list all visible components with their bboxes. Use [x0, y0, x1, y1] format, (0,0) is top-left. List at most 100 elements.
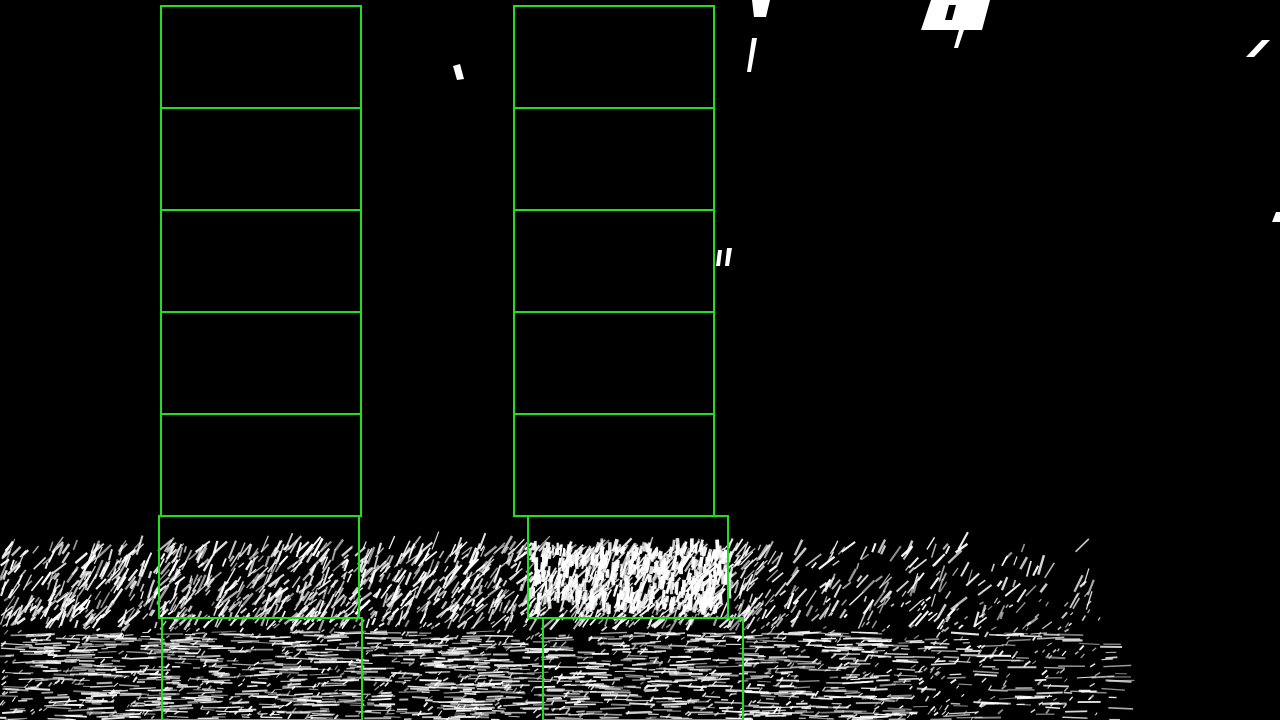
thresholded-pixel-streak	[540, 547, 547, 558]
thresholded-pixel-streak	[171, 559, 179, 571]
thresholded-pixel-streak	[584, 576, 589, 583]
thresholded-pixel-streak	[73, 650, 91, 654]
thresholded-pixel-streak	[173, 710, 180, 715]
thresholded-pixel-streak	[503, 665, 516, 667]
thresholded-pixel-streak	[34, 596, 41, 604]
thresholded-pixel-streak	[545, 570, 550, 581]
thresholded-pixel-streak	[493, 564, 502, 583]
thresholded-pixel-streak	[1061, 650, 1067, 657]
thresholded-pixel-streak	[540, 588, 547, 606]
thresholded-pixel-streak	[1086, 579, 1095, 596]
thresholded-pixel-streak	[97, 543, 112, 559]
thresholded-pixel-streak	[470, 616, 485, 630]
thresholded-pixel-streak	[447, 611, 457, 630]
thresholded-pixel-streak	[122, 622, 131, 632]
thresholded-pixel-streak	[1041, 669, 1048, 676]
thresholded-pixel-streak	[127, 617, 132, 623]
thresholded-pixel-streak	[690, 613, 698, 626]
thresholded-pixel-streak	[939, 624, 944, 630]
thresholded-pixel-streak	[981, 677, 987, 683]
thresholded-pixel-streak	[590, 554, 594, 565]
thresholded-pixel-streak	[622, 602, 628, 613]
thresholded-pixel-streak	[378, 689, 384, 695]
thresholded-pixel-streak	[88, 612, 97, 622]
thresholded-pixel-streak	[585, 664, 590, 670]
thresholded-pixel-streak	[491, 599, 503, 615]
thresholded-pixel-streak	[367, 698, 390, 701]
thresholded-pixel-streak	[933, 616, 940, 623]
thresholded-pixel-streak	[228, 603, 236, 612]
thresholded-pixel-streak	[9, 583, 21, 599]
thresholded-pixel-streak	[509, 570, 520, 581]
thresholded-pixel-streak	[1056, 648, 1060, 652]
thresholded-pixel-streak	[29, 665, 42, 668]
thresholded-pixel-streak	[854, 658, 859, 665]
thresholded-pixel-streak	[434, 682, 439, 687]
thresholded-pixel-streak	[437, 679, 443, 685]
thresholded-pixel-streak	[23, 683, 29, 688]
thresholded-pixel-streak	[929, 576, 940, 590]
thresholded-pixel-streak	[777, 710, 781, 715]
thresholded-pixel-streak	[474, 699, 496, 704]
thresholded-pixel-streak	[307, 651, 333, 654]
thresholded-pixel-streak	[302, 568, 315, 582]
thresholded-pixel-streak	[343, 601, 357, 614]
thresholded-pixel-streak	[629, 544, 637, 557]
thresholded-pixel-streak	[646, 645, 669, 647]
thresholded-pixel-streak	[405, 603, 413, 614]
thresholded-pixel-streak	[314, 610, 319, 615]
thresholded-pixel-streak	[800, 699, 805, 703]
thresholded-pixel-streak	[805, 590, 817, 607]
thresholded-pixel-streak	[252, 573, 260, 583]
thresholded-pixel-streak	[965, 572, 980, 587]
thresholded-pixel-streak	[470, 665, 476, 670]
thresholded-pixel-streak	[643, 642, 648, 647]
thresholded-pixel-streak	[996, 600, 1001, 605]
thresholded-pixel-streak	[689, 575, 696, 588]
thresholded-pixel-streak	[160, 552, 166, 560]
thresholded-pixel-streak	[415, 675, 420, 681]
thresholded-pixel-streak	[81, 699, 85, 704]
marking-artifact	[1272, 212, 1280, 222]
thresholded-pixel-streak	[714, 597, 720, 603]
thresholded-pixel-streak	[725, 705, 730, 711]
thresholded-pixel-streak	[140, 559, 150, 578]
thresholded-pixel-streak	[677, 563, 682, 573]
thresholded-pixel-streak	[536, 606, 547, 615]
thresholded-pixel-streak	[1048, 654, 1053, 660]
thresholded-pixel-streak	[221, 590, 239, 605]
thresholded-pixel-streak	[597, 567, 603, 581]
thresholded-pixel-streak	[519, 583, 524, 592]
thresholded-pixel-streak	[910, 664, 917, 669]
thresholded-pixel-streak	[821, 637, 827, 642]
thresholded-pixel-streak	[36, 681, 43, 688]
thresholded-pixel-streak	[239, 627, 244, 633]
thresholded-pixel-streak	[159, 599, 171, 610]
thresholded-pixel-streak	[950, 631, 980, 636]
thresholded-pixel-streak	[944, 704, 950, 711]
thresholded-pixel-streak	[202, 663, 207, 668]
thresholded-pixel-streak	[486, 695, 504, 698]
thresholded-pixel-streak	[996, 580, 1003, 588]
thresholded-pixel-streak	[443, 691, 471, 694]
thresholded-pixel-streak	[950, 596, 968, 611]
thresholded-pixel-streak	[321, 559, 332, 574]
thresholded-pixel-streak	[779, 647, 786, 652]
thresholded-pixel-streak	[616, 594, 621, 607]
thresholded-pixel-streak	[493, 668, 497, 672]
thresholded-pixel-streak	[317, 676, 343, 679]
thresholded-pixel-streak	[636, 596, 640, 607]
thresholded-pixel-streak	[688, 647, 694, 653]
thresholded-pixel-streak	[398, 546, 411, 565]
thresholded-pixel-streak	[135, 535, 144, 556]
thresholded-pixel-streak	[123, 556, 129, 566]
thresholded-pixel-streak	[51, 541, 64, 554]
thresholded-pixel-streak	[57, 543, 65, 556]
thresholded-pixel-streak	[138, 638, 164, 641]
thresholded-pixel-streak	[728, 551, 733, 563]
thresholded-pixel-streak	[433, 587, 442, 601]
thresholded-pixel-streak	[1, 675, 6, 681]
thresholded-pixel-streak	[779, 630, 785, 635]
thresholded-pixel-streak	[819, 581, 828, 589]
thresholded-pixel-streak	[904, 637, 907, 641]
